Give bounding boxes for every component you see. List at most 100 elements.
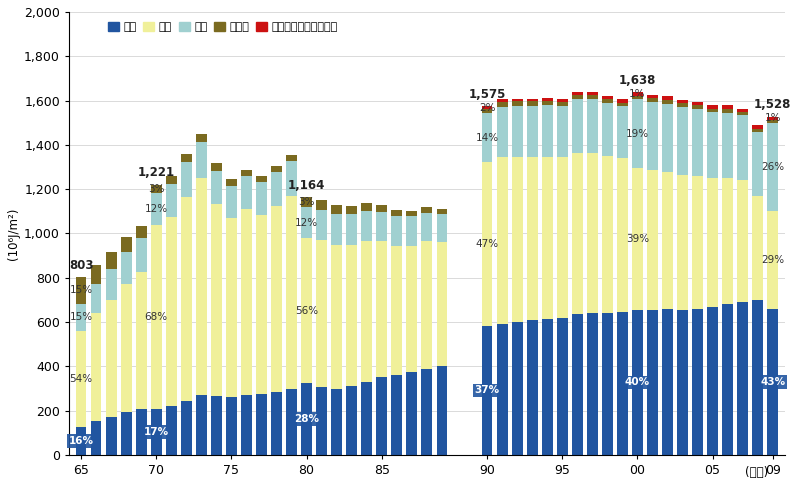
Bar bbox=[632, 92, 643, 96]
Text: 15%: 15% bbox=[70, 312, 93, 322]
Bar bbox=[196, 395, 206, 455]
Bar bbox=[677, 310, 688, 455]
Bar bbox=[151, 409, 162, 455]
Bar bbox=[526, 157, 538, 320]
Bar bbox=[90, 264, 102, 284]
Bar bbox=[376, 241, 387, 378]
Bar bbox=[422, 207, 432, 213]
Bar bbox=[196, 178, 206, 395]
Bar bbox=[692, 309, 703, 455]
Bar bbox=[617, 106, 628, 158]
Bar bbox=[707, 178, 718, 306]
Bar bbox=[722, 112, 733, 178]
Bar bbox=[738, 115, 748, 181]
Bar bbox=[271, 172, 282, 206]
Bar bbox=[677, 107, 688, 175]
Bar bbox=[271, 392, 282, 455]
Bar bbox=[497, 99, 507, 102]
Y-axis label: (10⁶J/m²): (10⁶J/m²) bbox=[7, 207, 20, 260]
Bar bbox=[526, 99, 538, 102]
Bar bbox=[512, 106, 522, 157]
Bar bbox=[241, 176, 252, 209]
Bar bbox=[106, 417, 117, 455]
Text: 28%: 28% bbox=[294, 414, 319, 424]
Bar bbox=[572, 95, 582, 99]
Bar bbox=[647, 98, 658, 102]
Bar bbox=[271, 206, 282, 392]
Bar bbox=[767, 117, 778, 120]
Bar bbox=[752, 129, 763, 132]
Text: 16%: 16% bbox=[69, 436, 94, 446]
Bar bbox=[376, 378, 387, 455]
Bar bbox=[437, 209, 447, 214]
Bar bbox=[526, 106, 538, 157]
Bar bbox=[226, 218, 237, 397]
Bar bbox=[557, 99, 568, 102]
Bar bbox=[331, 244, 342, 389]
Bar bbox=[346, 214, 357, 244]
Bar bbox=[76, 427, 86, 455]
Bar bbox=[136, 408, 146, 455]
Bar bbox=[482, 106, 493, 109]
Bar bbox=[512, 157, 522, 322]
Bar bbox=[707, 105, 718, 108]
Bar bbox=[572, 99, 582, 152]
Bar bbox=[286, 389, 297, 455]
Bar bbox=[752, 300, 763, 455]
Bar bbox=[406, 246, 418, 372]
Bar bbox=[692, 102, 703, 105]
Bar bbox=[767, 309, 778, 455]
Bar bbox=[707, 108, 718, 112]
Bar bbox=[647, 170, 658, 310]
Text: 56%: 56% bbox=[295, 305, 318, 316]
Bar bbox=[647, 95, 658, 98]
Bar bbox=[557, 102, 568, 106]
Bar bbox=[331, 214, 342, 244]
Bar bbox=[422, 213, 432, 241]
Bar bbox=[767, 123, 778, 212]
Bar bbox=[406, 372, 418, 455]
Bar bbox=[587, 92, 598, 95]
Bar bbox=[662, 96, 673, 100]
Bar bbox=[542, 101, 553, 105]
Bar bbox=[331, 205, 342, 214]
Bar bbox=[406, 216, 418, 246]
Bar bbox=[617, 103, 628, 106]
Bar bbox=[602, 96, 613, 99]
Bar bbox=[738, 112, 748, 115]
Bar bbox=[677, 100, 688, 104]
Bar bbox=[406, 211, 418, 216]
Bar bbox=[602, 103, 613, 156]
Bar bbox=[662, 309, 673, 455]
Bar bbox=[738, 181, 748, 302]
Bar bbox=[602, 313, 613, 455]
Bar bbox=[151, 193, 162, 225]
Bar bbox=[316, 388, 327, 455]
Bar bbox=[362, 382, 372, 455]
Bar bbox=[391, 216, 402, 246]
Bar bbox=[211, 204, 222, 396]
Bar bbox=[722, 109, 733, 112]
Bar bbox=[226, 186, 237, 218]
Text: 3%: 3% bbox=[148, 183, 165, 194]
Bar bbox=[512, 102, 522, 106]
Bar bbox=[106, 300, 117, 417]
Bar bbox=[722, 178, 733, 304]
Bar bbox=[437, 366, 447, 455]
Bar bbox=[632, 310, 643, 455]
Bar bbox=[301, 383, 312, 455]
Text: 37%: 37% bbox=[474, 385, 500, 395]
Text: 3%: 3% bbox=[298, 197, 315, 207]
Bar bbox=[331, 389, 342, 455]
Bar bbox=[76, 331, 86, 427]
Bar bbox=[526, 320, 538, 455]
Bar bbox=[632, 168, 643, 310]
Bar bbox=[497, 106, 507, 157]
Text: 47%: 47% bbox=[475, 239, 498, 249]
Bar bbox=[301, 207, 312, 238]
Bar bbox=[241, 170, 252, 176]
Bar bbox=[90, 422, 102, 455]
Bar bbox=[677, 104, 688, 107]
Bar bbox=[346, 206, 357, 214]
Text: 12%: 12% bbox=[295, 218, 318, 228]
